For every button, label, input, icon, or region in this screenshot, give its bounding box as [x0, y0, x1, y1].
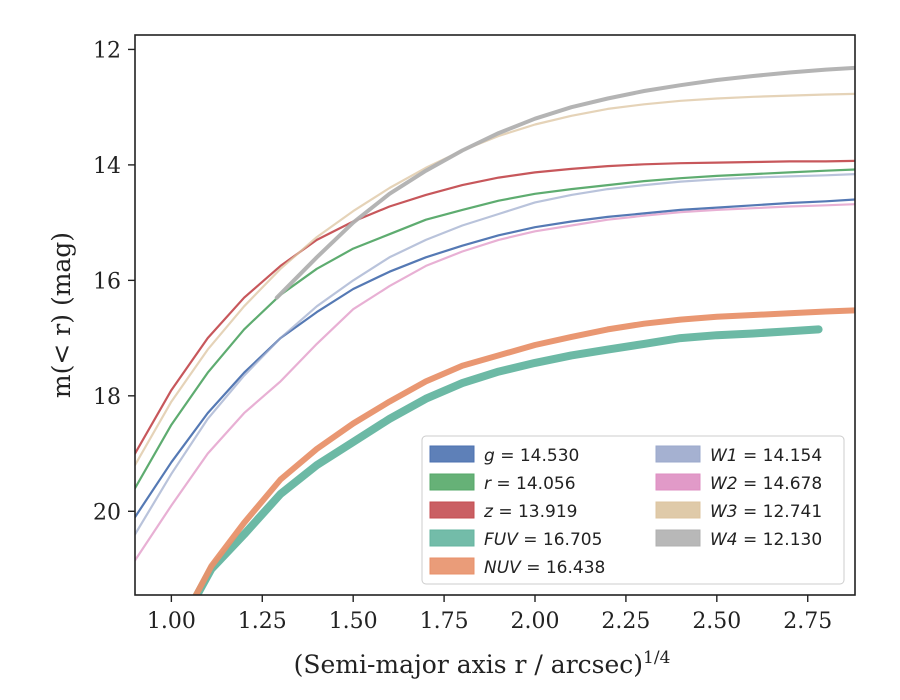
- y-axis-label: m(< r) (mag): [47, 232, 76, 398]
- series-line-w3: [135, 92, 855, 467]
- series-line-z: [135, 159, 855, 455]
- x-tick-label: 1.50: [329, 609, 378, 634]
- legend-label-w3: W3 = 12.741: [710, 502, 822, 522]
- series-line-g: [135, 198, 855, 519]
- x-axis-label-main: (Semi-major axis r / arcsec): [294, 650, 643, 679]
- legend: g = 14.530 r = 14.056 z = 13.919 FUV = 16.7…: [421, 435, 845, 585]
- legend-box: [421, 435, 845, 585]
- legend-swatch-w1: [655, 445, 701, 463]
- legend-label-z: z = 13.919: [483, 502, 577, 522]
- y-tick-label: 20: [93, 500, 121, 525]
- y-tick-label: 14: [93, 154, 121, 179]
- legend-label-fuv: FUV = 16.705: [484, 530, 602, 550]
- x-axis: 1.00 1.25 1.50 1.75 2.00 2.25 2.50 2.75: [147, 595, 832, 634]
- series-line-nuv: [192, 307, 855, 595]
- legend-swatch-w3: [655, 501, 701, 519]
- legend-swatch-r: [429, 473, 475, 491]
- x-axis-label-superscript: 1/4: [643, 648, 670, 668]
- x-tick-label: 1.25: [238, 609, 287, 634]
- y-tick-label: 18: [93, 385, 121, 410]
- legend-swatch-z: [429, 501, 475, 519]
- legend-label-g: g = 14.530: [484, 446, 579, 466]
- x-tick-label: 2.00: [511, 609, 560, 634]
- series-line-fuv: [192, 325, 823, 595]
- x-axis-label: (Semi-major axis r / arcsec)1/4: [294, 648, 671, 679]
- legend-swatch-w2: [655, 473, 701, 491]
- legend-swatch-w4: [655, 529, 701, 547]
- series-line-w4: [274, 65, 855, 300]
- y-axis: 12 14 16 18 20: [93, 38, 135, 525]
- x-tick-label: 2.50: [692, 609, 741, 634]
- series-line-w2: [135, 203, 855, 562]
- legend-swatch-fuv: [429, 529, 475, 547]
- legend-label-r: r = 14.056: [484, 474, 576, 494]
- legend-label-nuv: NUV = 16.438: [484, 558, 605, 578]
- plot-frame: [134, 34, 856, 596]
- legend-label-w4: W4 = 12.130: [710, 530, 822, 550]
- x-tick-label: 1.75: [420, 609, 469, 634]
- legend-swatch-g: [429, 445, 475, 463]
- series-layer: [135, 65, 855, 595]
- x-tick-label: 2.75: [783, 609, 832, 634]
- x-tick-label: 2.25: [601, 609, 650, 634]
- x-tick-label: 1.00: [147, 609, 196, 634]
- legend-swatch-nuv: [429, 557, 475, 575]
- y-tick-label: 12: [93, 38, 121, 63]
- legend-label-w1: W1 = 14.154: [710, 446, 822, 466]
- y-tick-label: 16: [93, 269, 121, 294]
- legend-label-w2: W2 = 14.678: [710, 474, 822, 494]
- series-line-w1: [135, 173, 855, 536]
- series-line-r: [135, 168, 855, 490]
